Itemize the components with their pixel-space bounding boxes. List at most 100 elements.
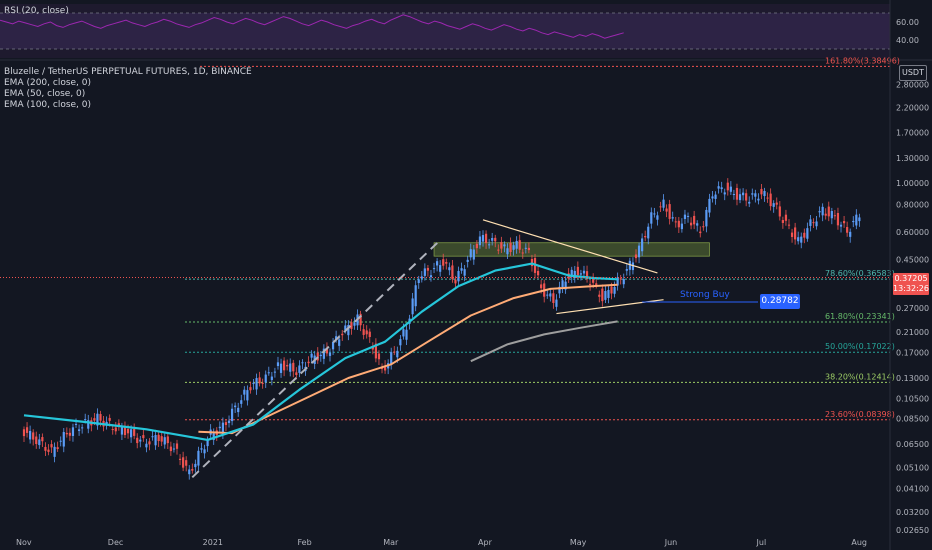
candle-body bbox=[478, 236, 482, 246]
candle-body bbox=[298, 365, 301, 373]
candle-body bbox=[570, 269, 573, 278]
current-price-value: 0.37205 bbox=[894, 274, 928, 283]
candle-body bbox=[836, 212, 840, 226]
candle-body bbox=[185, 460, 188, 466]
candle-body bbox=[62, 432, 65, 447]
candle-body bbox=[518, 240, 521, 250]
price-tick-label: 0.80000 bbox=[896, 200, 929, 209]
candle-body bbox=[59, 440, 62, 442]
candle-body bbox=[595, 283, 598, 286]
candle-body bbox=[653, 213, 656, 215]
price-tick-label: 0.08500 bbox=[896, 415, 929, 424]
rsi-indicator-label: RSI (20, close) bbox=[4, 6, 69, 16]
candle-body bbox=[772, 203, 775, 207]
fib-level-label: 23.60%(0.08398) bbox=[825, 410, 895, 419]
candle-body bbox=[448, 267, 451, 271]
ema-200-label[interactable]: EMA (200, close, 0) bbox=[4, 78, 92, 88]
candle-body bbox=[322, 348, 325, 359]
candle-body bbox=[77, 429, 81, 431]
candle-body bbox=[582, 270, 586, 274]
candle-body bbox=[656, 215, 659, 220]
candle-body bbox=[261, 382, 264, 384]
ema-100-label[interactable]: EMA (100, close, 0) bbox=[4, 100, 92, 110]
candle-body bbox=[246, 390, 249, 401]
candle-body bbox=[579, 273, 583, 275]
candle-body bbox=[133, 429, 136, 436]
fib-level-label: 61.80%(0.23341) bbox=[825, 312, 895, 321]
time-tick-label: Aug bbox=[851, 538, 867, 547]
candle-body bbox=[417, 279, 420, 284]
candle-body bbox=[178, 458, 182, 460]
candle-body bbox=[203, 449, 206, 454]
candle-body bbox=[475, 243, 478, 249]
candle-body bbox=[390, 352, 393, 365]
candle-body bbox=[111, 429, 114, 431]
candle-body bbox=[377, 353, 381, 360]
candle-body bbox=[674, 221, 677, 223]
candle-body bbox=[289, 363, 292, 372]
candle-body bbox=[347, 324, 350, 336]
candle-body bbox=[781, 220, 784, 223]
candle-body bbox=[426, 267, 430, 271]
ema-50-label[interactable]: EMA (50, close, 0) bbox=[4, 89, 86, 99]
candle-body bbox=[206, 440, 209, 447]
candle-body bbox=[316, 352, 319, 361]
symbol-title[interactable]: Bluzelle / TetherUS PERPETUAL FUTURES, 1… bbox=[4, 67, 252, 77]
candle-body bbox=[200, 448, 203, 450]
candle-body bbox=[445, 262, 448, 264]
candle-body bbox=[154, 435, 157, 446]
candle-body bbox=[494, 237, 497, 242]
candle-body bbox=[243, 389, 246, 395]
candle-body bbox=[849, 231, 852, 237]
candle-body bbox=[350, 322, 353, 329]
candle-body bbox=[677, 220, 680, 228]
candle-body bbox=[423, 268, 426, 276]
candle-body bbox=[160, 436, 163, 442]
candle-body bbox=[35, 436, 38, 444]
candle-body bbox=[754, 193, 757, 197]
candle-body bbox=[230, 408, 234, 422]
candle-body bbox=[491, 237, 494, 241]
candle-body bbox=[396, 350, 399, 358]
candle-body bbox=[637, 245, 641, 258]
candle-body bbox=[393, 351, 396, 353]
candle-body bbox=[818, 211, 821, 213]
time-tick-label: Nov bbox=[16, 538, 32, 547]
candle-body bbox=[469, 249, 472, 258]
candle-body bbox=[714, 194, 717, 199]
candle-body bbox=[787, 224, 791, 226]
candle-body bbox=[803, 232, 806, 238]
candle-body bbox=[429, 275, 433, 278]
price-tick-label: 1.70000 bbox=[896, 128, 929, 137]
candle-body bbox=[613, 287, 616, 294]
candle-body bbox=[255, 378, 258, 390]
candle-body bbox=[234, 405, 237, 408]
price-tick-label: 0.27000 bbox=[896, 304, 929, 313]
chart-legend: Bluzelle / TetherUS PERPETUAL FUTURES, 1… bbox=[4, 67, 252, 111]
candle-body bbox=[368, 331, 371, 338]
currency-unit-button[interactable]: USDT bbox=[899, 65, 927, 81]
candle-body bbox=[267, 372, 270, 374]
candle-body bbox=[414, 285, 417, 307]
candle-body bbox=[221, 422, 224, 435]
candle-body bbox=[319, 354, 322, 357]
candle-body bbox=[432, 268, 436, 270]
candle-body bbox=[114, 427, 117, 432]
candle-body bbox=[689, 222, 693, 226]
candle-body bbox=[335, 336, 338, 340]
price-tick-label: 0.06500 bbox=[896, 440, 929, 449]
rsi-band bbox=[0, 13, 890, 49]
candle-body bbox=[855, 214, 858, 226]
candle-body bbox=[344, 325, 347, 330]
candle-body bbox=[25, 427, 29, 433]
candle-body bbox=[264, 374, 267, 383]
candle-body bbox=[194, 463, 197, 468]
candle-body bbox=[123, 427, 127, 436]
candle-body bbox=[794, 227, 797, 240]
candle-body bbox=[806, 228, 809, 239]
candle-body bbox=[439, 265, 442, 272]
price-tick-label: 1.30000 bbox=[896, 154, 929, 163]
price-tick-label: 0.03200 bbox=[896, 508, 929, 517]
candle-body bbox=[711, 196, 714, 199]
